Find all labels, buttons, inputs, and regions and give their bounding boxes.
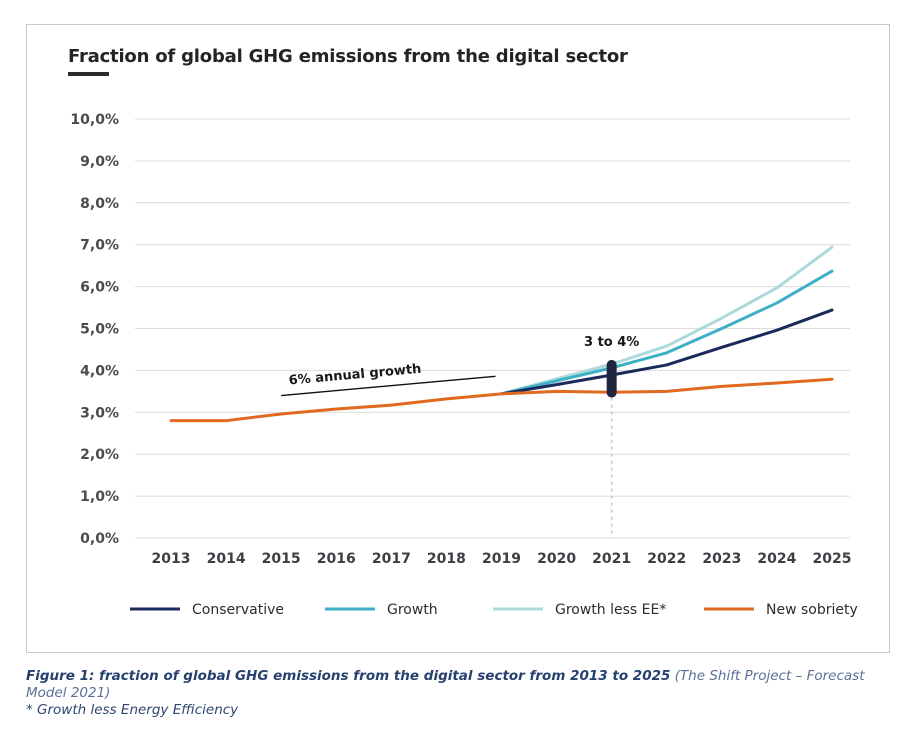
caption-source: (The Shift Project – Forecast Model 2021…: [26, 668, 865, 701]
trend-annotation-line: [281, 375, 496, 397]
series-line-growth-less-ee: [500, 245, 834, 396]
legend-label: New sobriety: [766, 602, 858, 618]
y-tick-label: 4,0%: [80, 363, 119, 379]
line-chart: 0,0% 1,0% 2,0% 3,0% 4,0% 5,0% 6,0% 7,0% 8,0% 9,0%…: [70, 112, 858, 618]
y-tick-label: 3,0%: [80, 405, 119, 421]
series-line-new-sobriety: [169, 377, 834, 423]
y-tick-label: 2,0%: [80, 447, 119, 463]
x-tick-label: 2025: [813, 551, 852, 567]
x-tick-label: 2014: [207, 551, 246, 567]
y-tick-label: 5,0%: [80, 322, 119, 338]
x-tick-label: 2024: [757, 551, 796, 567]
chart-title: Fraction of global GHG emissions from th…: [68, 46, 628, 67]
y-axis-ticks: 0,0% 1,0% 2,0% 3,0% 4,0% 5,0% 6,0% 7,0% 8,0% 9,0%…: [70, 112, 119, 547]
x-tick-label: 2013: [152, 551, 191, 567]
x-tick-label: 2016: [317, 551, 356, 567]
title-underline: [68, 72, 109, 76]
y-tick-label: 9,0%: [80, 154, 119, 170]
y-tick-label: 6,0%: [80, 280, 119, 296]
range-marker-label: 3 to 4%: [584, 335, 639, 350]
x-tick-label: 2019: [482, 551, 521, 567]
x-tick-label: 2015: [262, 551, 301, 567]
y-tick-label: 10,0%: [70, 112, 119, 128]
y-tick-label: 7,0%: [80, 238, 119, 254]
figure-caption: Figure 1: fraction of global GHG emissio…: [26, 668, 906, 719]
x-axis-ticks: 2013 2014 2015 2016 2017 2018 2019 2020 2021 2022…: [152, 551, 852, 567]
y-tick-label: 0,0%: [80, 531, 119, 547]
legend-label: Growth less EE*: [555, 602, 666, 618]
x-tick-label: 2021: [592, 551, 631, 567]
caption-figure-label: Figure 1: fraction of global GHG emissio…: [26, 668, 671, 684]
series-lines: [169, 245, 834, 423]
y-tick-label: 1,0%: [80, 489, 119, 505]
legend-label: Growth: [387, 602, 438, 618]
series-line-conservative: [500, 308, 834, 396]
x-tick-label: 2023: [702, 551, 741, 567]
y-tick-label: 8,0%: [80, 196, 119, 212]
x-tick-label: 2017: [372, 551, 411, 567]
legend: Conservative Growth Growth less EE* New sob…: [130, 602, 858, 618]
x-tick-label: 2022: [647, 551, 686, 567]
series-line-growth: [500, 269, 834, 396]
range-marker: [606, 359, 617, 398]
x-tick-label: 2018: [427, 551, 466, 567]
caption-footnote: * Growth less Energy Efficiency: [26, 702, 239, 718]
legend-label: Conservative: [192, 602, 284, 618]
x-tick-label: 2020: [537, 551, 576, 567]
gridlines: [135, 118, 850, 539]
